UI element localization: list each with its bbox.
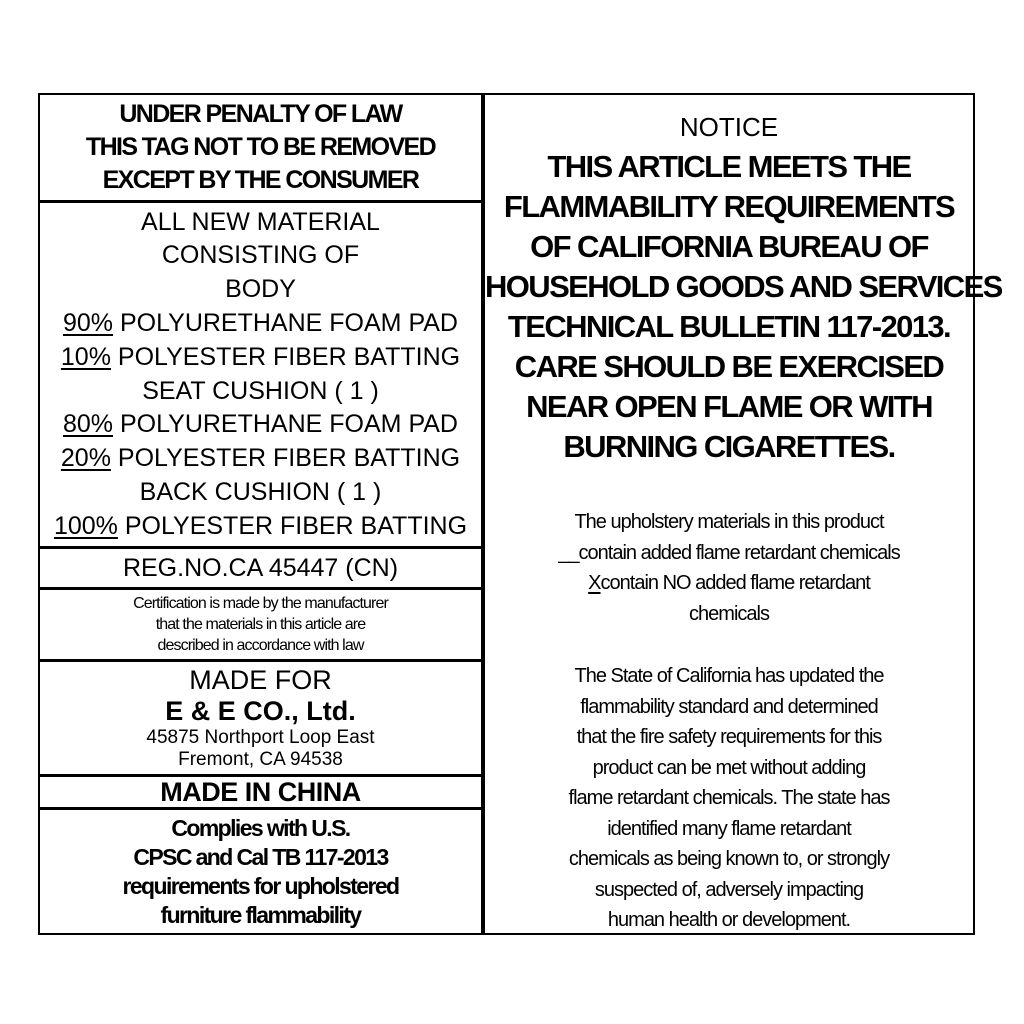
percentage: 10% — [60, 342, 111, 371]
reg-section: REG.NO.CA 45447 (CN) — [40, 549, 481, 587]
state-line: chemicals as being known to, or strongly — [568, 848, 890, 870]
certification-line: that the materials in this article are — [155, 616, 366, 633]
option-text: contain NO added flame retardant — [600, 572, 871, 594]
notice-panel: NOTICE THIS ARTICLE MEETS THE FLAMMABILI… — [485, 95, 1003, 936]
divider — [40, 587, 481, 590]
state-statement: The State of California has updated the … — [485, 661, 973, 936]
statement-line: THIS ARTICLE MEETS THE — [547, 149, 912, 184]
state-line: flammability standard and determined — [580, 695, 879, 718]
chemical-disclosure: The upholstery materials in this product… — [485, 507, 973, 629]
statement-line: FLAMMABILITY REQUIREMENTS — [503, 189, 956, 224]
certification-line: Certification is made by the manufacture… — [133, 595, 389, 612]
compliance-line: requirements for upholstered — [122, 872, 401, 899]
disclosure-intro: The upholstery materials in this product — [574, 511, 884, 533]
material-name: POLYESTER FIBER BATTING — [117, 511, 468, 540]
material-header: ALL NEW MATERIAL — [141, 207, 380, 236]
option-mark-checked: X — [588, 572, 601, 594]
divider — [40, 200, 481, 203]
statement-line: TECHNICAL BULLETIN 117-2013. — [507, 309, 952, 344]
country-of-origin: MADE IN CHINA — [160, 776, 361, 807]
state-line: The State of California has updated the — [574, 665, 884, 687]
statement-line: BURNING CIGARETTES. — [563, 429, 896, 464]
seat-label: SEAT CUSHION ( 1 ) — [142, 376, 379, 405]
materials-section: ALL NEW MATERIAL CONSISTING OF BODY 90% … — [40, 203, 481, 546]
state-line: suspected of, adversely impacting — [594, 878, 864, 901]
state-line: identified many flame retardant — [607, 817, 852, 840]
reg-number: REG.NO.CA 45447 (CN) — [122, 553, 399, 582]
column-divider — [481, 95, 485, 933]
percentage: 90% — [62, 308, 114, 337]
address-line: 45875 Northport Loop East — [146, 727, 375, 748]
notice-heading: NOTICE — [679, 112, 779, 142]
company-name: E & E CO., Ltd. — [165, 696, 356, 726]
compliance-section: Complies with U.S. CPSC and Cal TB 117-2… — [40, 810, 481, 933]
material-name: POLYESTER FIBER BATTING — [110, 444, 461, 473]
penalty-line: UNDER PENALTY OF LAW — [119, 100, 403, 128]
penalty-line: EXCEPT BY THE CONSUMER — [102, 166, 420, 194]
statement-line: NEAR OPEN FLAME OR WITH — [526, 389, 933, 424]
material-row: 80% POLYURETHANE FOAM PAD — [63, 408, 458, 442]
compliance-line: Complies with U.S. — [171, 814, 351, 841]
disclosure-option-added: __contain added flame retardant chemical… — [485, 538, 973, 569]
material-header: CONSISTING OF — [161, 241, 360, 270]
penalty-line: THIS TAG NOT TO BE REMOVED — [85, 133, 437, 161]
disclosure-option-none: Xcontain NO added flame retardant — [485, 568, 973, 599]
percentage: 100% — [53, 511, 118, 540]
law-tag: UNDER PENALTY OF LAW THIS TAG NOT TO BE … — [38, 93, 1003, 936]
material-row: 100% POLYESTER FIBER BATTING — [54, 510, 467, 544]
back-label: BACK CUSHION ( 1 ) — [139, 477, 382, 506]
made-for-section: MADE FOR E & E CO., Ltd. 45875 Northport… — [40, 662, 481, 774]
flammability-statement: THIS ARTICLE MEETS THE FLAMMABILITY REQU… — [485, 147, 1003, 467]
material-name: POLYESTER FIBER BATTING — [110, 342, 461, 371]
penalty-section: UNDER PENALTY OF LAW THIS TAG NOT TO BE … — [40, 95, 481, 200]
material-row: 20% POLYESTER FIBER BATTING — [61, 442, 460, 476]
made-for-label: MADE FOR — [189, 665, 332, 695]
compliance-line: furniture flammability — [160, 901, 363, 928]
statement-line: HOUSEHOLD GOODS AND SERVICES — [485, 269, 1003, 304]
material-name: POLYURETHANE FOAM PAD — [113, 308, 458, 337]
state-line: that the fire safety requirements for th… — [576, 726, 883, 748]
option-text: contain added flame retardant chemicals — [578, 541, 901, 564]
option-text-continued: chemicals — [689, 602, 770, 625]
option-mark: __ — [558, 541, 579, 564]
material-row: 10% POLYESTER FIBER BATTING — [61, 341, 460, 375]
divider — [40, 774, 481, 777]
state-line: human health or development. — [607, 909, 851, 931]
origin-section: MADE IN CHINA — [40, 777, 481, 807]
statement-line: CARE SHOULD BE EXERCISED — [514, 349, 945, 384]
statement-line: OF CALIFORNIA BUREAU OF — [530, 229, 929, 264]
percentage: 80% — [62, 410, 114, 439]
percentage: 20% — [60, 444, 111, 473]
compliance-line: CPSC and Cal TB 117-2013 — [133, 843, 389, 870]
state-line: flame retardant chemicals. The state has — [568, 787, 891, 809]
certification-line: described in accordance with law — [157, 637, 365, 654]
material-name: POLYURETHANE FOAM PAD — [113, 410, 458, 439]
divider — [40, 546, 481, 549]
state-line: product can be met without adding — [592, 756, 867, 779]
material-header: BODY — [225, 275, 296, 304]
divider — [40, 807, 481, 810]
divider — [40, 659, 481, 662]
material-row: 90% POLYURETHANE FOAM PAD — [63, 307, 458, 341]
address-line: Fremont, CA 94538 — [178, 749, 343, 770]
certification-section: Certification is made by the manufacture… — [40, 590, 481, 659]
